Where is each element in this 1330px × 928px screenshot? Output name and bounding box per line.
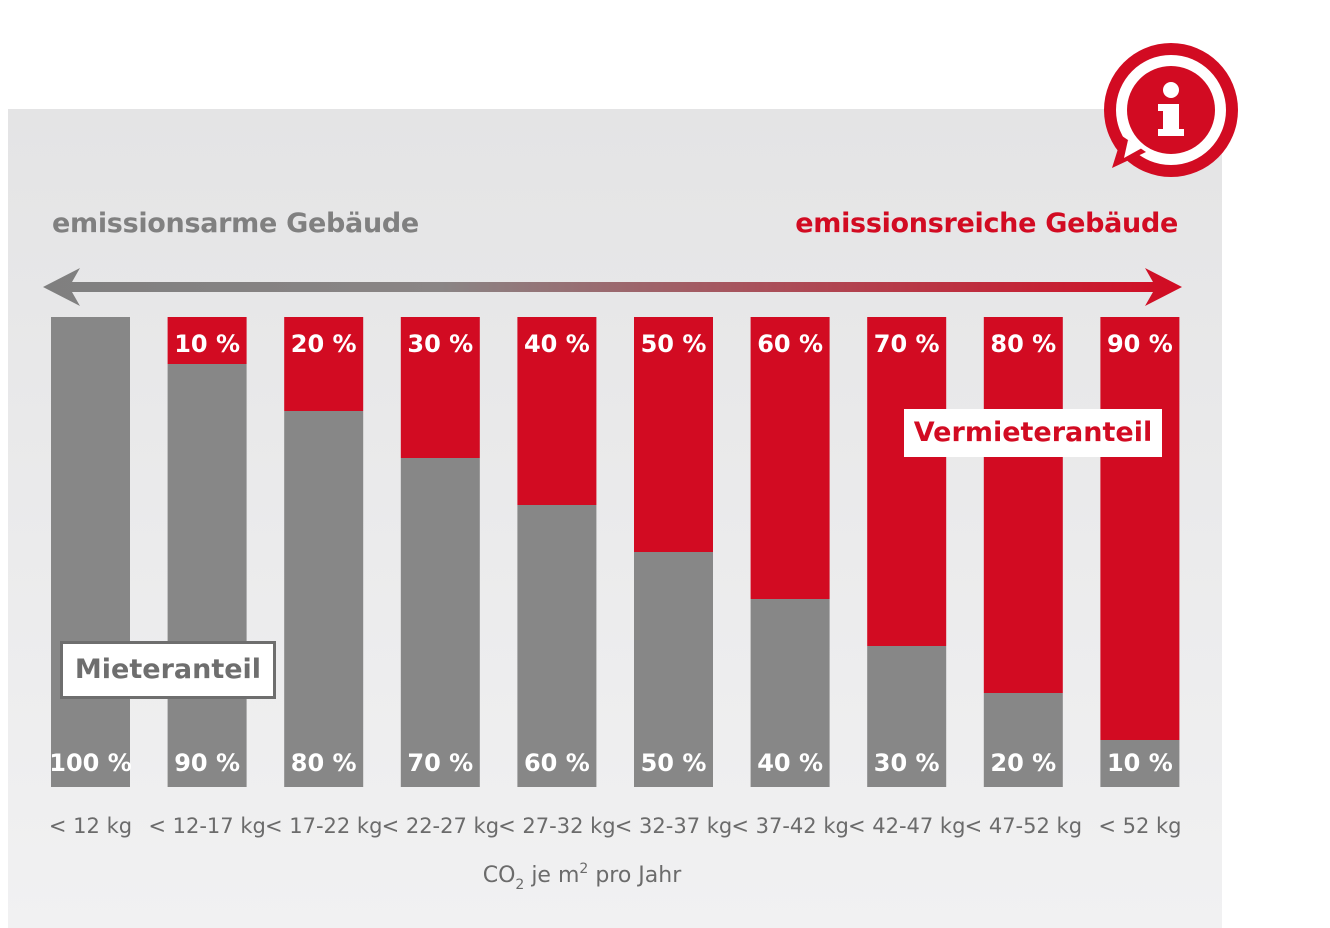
- bar-landlord-label-8: 80 %: [990, 330, 1056, 358]
- bar-landlord-4: [517, 317, 597, 505]
- bar-tenant-8: [983, 693, 1063, 787]
- x-tick-label-0: < 12 kg: [49, 814, 132, 838]
- bar-tenant-label-2: 80 %: [291, 749, 357, 777]
- bar-landlord-label-3: 30 %: [407, 330, 473, 358]
- bar-tenant-6: [750, 599, 830, 787]
- bar-tenant-label-8: 20 %: [990, 749, 1056, 777]
- x-axis-label: CO2 je m2 pro Jahr: [483, 861, 682, 893]
- double-headed-arrow-icon: [43, 268, 1182, 306]
- bar-tenant-3: [400, 458, 480, 787]
- info-icon: [1104, 43, 1238, 177]
- bar-landlord-label-4: 40 %: [524, 330, 590, 358]
- low-emission-label: emissionsarme Gebäude: [52, 208, 419, 239]
- x-tick-label-2: < 17-22 kg: [265, 814, 382, 838]
- bar-tenant-label-5: 50 %: [641, 749, 707, 777]
- bars-group: [51, 317, 1180, 787]
- bar-tenant-label-9: 10 %: [1107, 749, 1173, 777]
- bar-tenant-label-7: 30 %: [874, 749, 940, 777]
- bar-landlord-3: [400, 317, 480, 458]
- x-tick-label-4: < 27-32 kg: [498, 814, 615, 838]
- x-tick-label-6: < 37-42 kg: [731, 814, 848, 838]
- legend-landlord-share: Vermieteranteil: [904, 409, 1162, 457]
- bar-labels-group: 100 % 10 % 90 % 20 % 80 % 30 % 70 % 40 % 60 % 50 …: [49, 330, 1173, 777]
- bar-landlord-label-6: 60 %: [757, 330, 823, 358]
- bar-landlord-9: [1100, 317, 1180, 740]
- bar-landlord-6: [750, 317, 830, 599]
- legend-tenant-share: Mieteranteil: [60, 641, 276, 699]
- bar-tenant-7: [867, 646, 947, 787]
- x-tick-label-1: < 12-17 kg: [148, 814, 265, 838]
- bar-landlord-8: [983, 317, 1063, 693]
- bar-tenant-label-4: 60 %: [524, 749, 590, 777]
- x-tick-labels-group: < 12 kg < 12-17 kg < 17-22 kg < 22-27 kg < 2…: [49, 814, 1182, 838]
- bar-landlord-label-2: 20 %: [291, 330, 357, 358]
- bar-landlord-5: [634, 317, 713, 552]
- x-tick-label-3: < 22-27 kg: [382, 814, 499, 838]
- bar-tenant-4: [517, 505, 597, 787]
- bar-tenant-label-6: 40 %: [757, 749, 823, 777]
- bar-tenant-label-0: 100 %: [49, 749, 132, 777]
- bar-tenant-label-3: 70 %: [407, 749, 473, 777]
- bar-tenant-1: [167, 364, 247, 787]
- x-tick-label-8: < 47-52 kg: [965, 814, 1082, 838]
- bar-landlord-label-5: 50 %: [641, 330, 707, 358]
- bar-landlord-label-7: 70 %: [874, 330, 940, 358]
- bar-tenant-5: [634, 552, 713, 787]
- bar-landlord-label-1: 10 %: [174, 330, 240, 358]
- bar-tenant-label-1: 90 %: [174, 749, 240, 777]
- x-tick-label-7: < 42-47 kg: [848, 814, 965, 838]
- x-tick-label-9: < 52 kg: [1098, 814, 1181, 838]
- bar-landlord-7: [867, 317, 947, 646]
- bar-landlord-label-9: 90 %: [1107, 330, 1173, 358]
- bar-tenant-2: [284, 411, 364, 787]
- bar-landlord-1: [167, 317, 247, 364]
- x-tick-label-5: < 32-37 kg: [615, 814, 732, 838]
- high-emission-label: emissionsreiche Gebäude: [795, 208, 1178, 239]
- bar-tenant-9: [1100, 740, 1180, 787]
- bar-landlord-2: [284, 317, 364, 411]
- bar-tenant-0: [51, 317, 130, 787]
